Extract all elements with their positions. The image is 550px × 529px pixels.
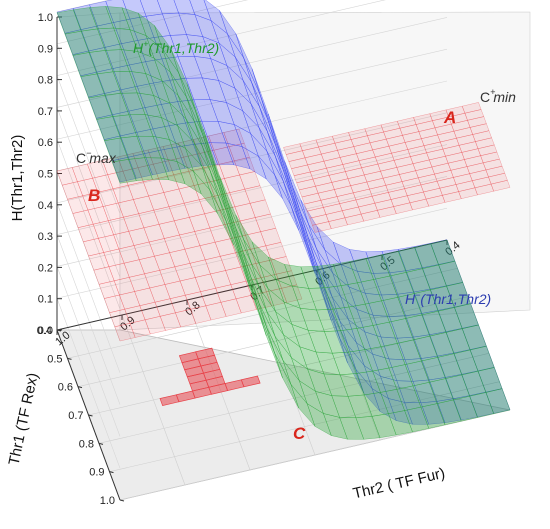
z-tick-label: 0.7 xyxy=(38,106,53,118)
thr1-tick-label: 0.4 xyxy=(37,325,52,337)
region-b-letter: B xyxy=(88,186,100,205)
z-tick-label: 0.0 xyxy=(38,325,53,337)
plane-cell xyxy=(114,323,136,342)
z-tick-label: 0.9 xyxy=(38,43,53,55)
h-plus-label: H+(Thr1,Thr2) xyxy=(133,39,219,56)
c-min-label: C+min xyxy=(480,87,516,105)
thr1-tick-label: 0.7 xyxy=(68,410,83,422)
thr1-tick-label: 0.9 xyxy=(89,467,104,479)
region-a-letter: A xyxy=(443,108,456,127)
z-tick-label: 0.1 xyxy=(38,294,53,306)
z-tick-label: 0.8 xyxy=(38,75,53,87)
thr1-tick-label: 1.0 xyxy=(100,495,115,507)
z-axis-title: H(Thr1,Thr2) xyxy=(9,135,26,222)
region-c-cell xyxy=(159,394,180,407)
region-c-cell xyxy=(178,351,199,364)
thr1-tick xyxy=(67,357,72,360)
z-tick-label: 0.5 xyxy=(38,169,53,181)
plane-cell xyxy=(312,221,332,233)
surface-h-plus xyxy=(56,6,511,440)
thr1-tick xyxy=(88,414,93,417)
thr1-tick xyxy=(77,386,83,389)
surface-h-minus xyxy=(56,0,511,425)
thr1-tick xyxy=(98,442,104,445)
z-tick-label: 0.3 xyxy=(38,231,53,243)
h-minus-label: H−(Thr1,Thr2) xyxy=(405,290,491,307)
z-tick-label: 0.4 xyxy=(38,200,53,212)
thr1-tick xyxy=(109,471,114,474)
thr2-axis-title: Thr2 ( TF Fur) xyxy=(351,465,446,503)
thr1-tick-label: 0.6 xyxy=(58,382,73,394)
thr1-axis: 1.0 0.9 0.8 0.7 0.6 0.5 0.4 xyxy=(37,325,125,507)
z-axis: 0.0 0.1 0.2 0.3 0.4 0.5 0.6 0.7 0.8 0.9 1.0 xyxy=(38,12,62,337)
thr1-axis-title: Thr1 (TF Rex) xyxy=(5,371,41,467)
surface-facet xyxy=(111,159,137,184)
thr1-tick xyxy=(119,499,125,502)
thr1-tick-label: 0.8 xyxy=(79,438,94,450)
z-tick-label: 0.2 xyxy=(38,262,53,274)
surface-facet xyxy=(111,156,137,183)
region-c-mesh xyxy=(159,347,261,407)
thr1-tick-label: 0.5 xyxy=(47,353,62,365)
plane-c-min xyxy=(283,102,511,233)
plane-c-max xyxy=(56,128,303,342)
region-c-letter: C xyxy=(293,424,306,443)
z-tick-label: 0.6 xyxy=(38,137,53,149)
floor-gridline xyxy=(121,314,186,486)
z-tick-label: 1.0 xyxy=(38,12,53,24)
c-max-label: C−max xyxy=(76,148,117,166)
